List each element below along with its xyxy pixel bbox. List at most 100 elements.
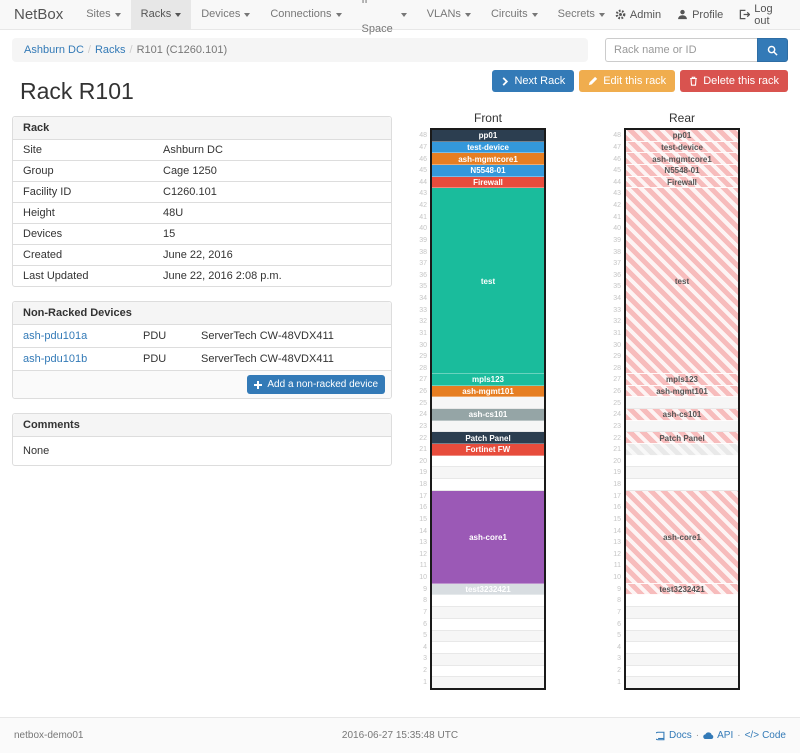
- unit-number: 31: [613, 329, 621, 337]
- detail-value: June 22, 2016: [153, 244, 391, 266]
- nav-item-vlans[interactable]: VLANs: [417, 0, 481, 29]
- rack-device-ash-mgmtcore1[interactable]: ash-mgmtcore1: [432, 153, 544, 165]
- rack-device-ash-mgmt101[interactable]: ash-mgmt101: [432, 385, 544, 398]
- unit-number: 47: [613, 143, 621, 151]
- nav-item-ip-space[interactable]: IP Space: [352, 0, 417, 35]
- rack-elevations: Front 48 47 46 45 44 43 42 41 40 39 38 37 36 35 34 33 32…: [412, 111, 740, 690]
- unit-number: 27: [613, 376, 621, 384]
- nav-item-secrets[interactable]: Secrets: [548, 0, 615, 29]
- rack-device-ash-mgmtcore1[interactable]: ash-mgmtcore1: [626, 153, 738, 165]
- unit-number: 13: [613, 539, 621, 547]
- caret-down-icon: [244, 12, 251, 17]
- unit-number: 24: [419, 411, 427, 419]
- unit-number: 29: [419, 353, 427, 361]
- detail-label: Site: [23, 144, 42, 156]
- nav-item-racks[interactable]: Racks: [130, 0, 192, 29]
- unit-number: 26: [419, 388, 427, 396]
- rack-device-ash-mgmt101[interactable]: ash-mgmt101: [626, 385, 738, 398]
- breadcrumb-link[interactable]: Racks: [94, 44, 126, 56]
- empty-unit: [432, 479, 544, 491]
- detail-label: Created: [13, 244, 153, 266]
- rack-device-n5548-01[interactable]: N5548-01: [626, 164, 738, 177]
- unit-number: 19: [613, 469, 621, 477]
- rack-device-mpls123[interactable]: mpls123: [432, 374, 544, 386]
- caret-down-icon: [335, 12, 342, 17]
- admin-menu-item[interactable]: Admin: [615, 9, 661, 21]
- docs-link[interactable]: Docs: [655, 730, 692, 741]
- add-non-racked-device-button[interactable]: Add a non-racked device: [247, 375, 385, 394]
- search-button[interactable]: [757, 38, 788, 62]
- unit-number: 35: [419, 283, 427, 291]
- api-link[interactable]: API: [703, 730, 733, 741]
- rear-elevation: Rear 48 47 46 45 44 43 42 41 40 39 38 37 36 35 34 33 32 3…: [606, 111, 740, 690]
- empty-unit: [432, 607, 544, 619]
- unit-number: 3: [617, 655, 621, 663]
- breadcrumb-link[interactable]: Ashburn DC: [24, 44, 84, 56]
- rack-device-fortinet-fw[interactable]: Fortinet FW: [432, 444, 544, 456]
- rack-device-ash-core1[interactable]: ash-core1: [626, 490, 738, 584]
- unit-number: 40: [419, 225, 427, 233]
- rack-device-firewall[interactable]: Firewall: [432, 176, 544, 189]
- unit-number: 38: [419, 248, 427, 256]
- caret-down-icon: [400, 12, 407, 17]
- rack-device-test[interactable]: test: [626, 188, 738, 375]
- device-name-link[interactable]: ash-pdu101a: [23, 330, 88, 342]
- rack-device-test3232421[interactable]: test3232421: [432, 583, 544, 596]
- empty-unit: [432, 420, 544, 433]
- logout-menu-item[interactable]: Log out: [739, 3, 788, 27]
- profile-menu-item[interactable]: Profile: [677, 9, 723, 21]
- next-rack-button[interactable]: Next Rack: [492, 70, 575, 93]
- rear-unit-numbers: 48 47 46 45 44 43 42 41 40 39 38 37 36 35 34 33 32 31 30 29…: [606, 128, 624, 690]
- rack-device-ash-cs101[interactable]: ash-cs101: [626, 409, 738, 421]
- page-header: Rack R101 Next Rack Edit this rack Delet…: [20, 70, 788, 105]
- code-link[interactable]: </> Code: [744, 730, 786, 741]
- unit-number: 29: [613, 353, 621, 361]
- nav-item-circuits[interactable]: Circuits: [481, 0, 548, 29]
- detail-value[interactable]: Cage 1250: [153, 160, 391, 182]
- rack-device-ash-cs101[interactable]: ash-cs101: [432, 409, 544, 421]
- empty-unit: [626, 420, 738, 433]
- empty-unit: [432, 630, 544, 643]
- cloud-icon: [703, 731, 714, 740]
- rack-device-mpls123[interactable]: mpls123: [626, 374, 738, 386]
- nav-item-devices[interactable]: Devices: [191, 0, 260, 29]
- unit-number: 28: [419, 364, 427, 372]
- footer-separator: ·: [695, 730, 700, 741]
- device-name-link[interactable]: ash-pdu101b: [13, 347, 133, 370]
- unit-number: 17: [419, 492, 427, 500]
- breadcrumb: Ashburn DC / Racks / R101 (C1260.101): [12, 38, 588, 62]
- app-brand[interactable]: NetBox: [14, 6, 64, 23]
- rack-device-test3232421[interactable]: test3232421: [626, 583, 738, 596]
- rack-device-test-device[interactable]: test-device: [432, 141, 544, 154]
- action-buttons: Next Rack Edit this rack Delete this rac…: [492, 70, 788, 93]
- unit-number: 1: [423, 678, 427, 686]
- unit-number: 18: [613, 481, 621, 489]
- rack-device-test-device[interactable]: test-device: [626, 141, 738, 154]
- rack-device-ash-core1[interactable]: ash-core1: [432, 490, 544, 584]
- rack-device-test[interactable]: test: [432, 188, 544, 375]
- rack-search-input[interactable]: [605, 38, 757, 62]
- nav-item-sites[interactable]: Sites: [76, 0, 130, 29]
- edit-rack-button[interactable]: Edit this rack: [579, 70, 676, 93]
- detail-value[interactable]: 15: [153, 223, 391, 245]
- unit-number: 23: [419, 422, 427, 430]
- nav-item-label: Sites: [86, 8, 111, 20]
- left-column: Rack Site Ashburn DC Group Cage 1250 Facilit…: [12, 116, 392, 690]
- rack-device-patch-panel[interactable]: Patch Panel: [626, 432, 738, 445]
- unit-number: 10: [613, 574, 621, 582]
- rack-device-firewall[interactable]: Firewall: [626, 176, 738, 189]
- detail-value[interactable]: Ashburn DC: [163, 144, 223, 156]
- rack-device-fortinet-fw: [626, 444, 738, 456]
- detail-value: C1260.101: [153, 181, 391, 203]
- rack-device-n5548-01[interactable]: N5548-01: [432, 164, 544, 177]
- rack-device-pp01[interactable]: pp01: [432, 130, 544, 142]
- nav-item-label: IP Space: [361, 0, 393, 35]
- unit-number: 16: [613, 504, 621, 512]
- unit-number: 16: [419, 504, 427, 512]
- nav-item-connections[interactable]: Connections: [260, 0, 351, 29]
- rack-device-patch-panel[interactable]: Patch Panel: [432, 432, 544, 445]
- nav-menu: Sites Racks Devices Connections IP Space VLAN…: [76, 0, 615, 35]
- delete-rack-button[interactable]: Delete this rack: [680, 70, 788, 93]
- rack-search: [605, 38, 788, 62]
- rack-device-pp01[interactable]: pp01: [626, 130, 738, 142]
